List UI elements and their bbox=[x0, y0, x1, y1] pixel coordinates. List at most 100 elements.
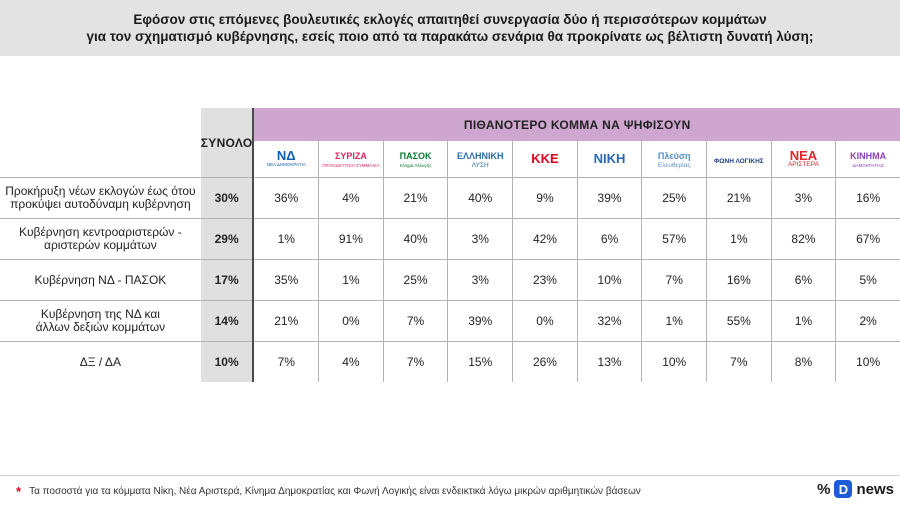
party-logo-subtext: ΑΡΙΣΤΕΡΑ bbox=[787, 161, 819, 168]
total-value: 30% bbox=[200, 177, 255, 219]
foni-logikis-logo-icon: ΦΩΝΗ ΛΟΓΙΚΗΣ bbox=[714, 157, 764, 166]
pasok-logo-icon: ΠΑΣΟΚ Κίνημα Αλλαγής bbox=[400, 152, 432, 170]
party-value-cell: 91% bbox=[318, 218, 384, 260]
party-value-cell: 7% bbox=[382, 300, 448, 342]
party-logo-subtext: ΔΗΜΟΚΡΑΤΙΑΣ bbox=[852, 163, 884, 168]
title-line-2: για τον σχηματισμό κυβέρνησης, εσείς ποι… bbox=[86, 29, 814, 44]
party-value-cell: 21% bbox=[253, 300, 319, 342]
party-value-cell: 55% bbox=[706, 300, 772, 342]
party-logo-subtext: ΠΡΟΟΔΕΥΤΙΚΗ ΣΥΜΜΑΧΙΑ bbox=[322, 163, 380, 168]
footer-divider bbox=[0, 475, 900, 476]
party-value-cell: 21% bbox=[382, 177, 448, 219]
party-value-cell: 42% bbox=[512, 218, 578, 260]
party-logo-row: ΝΔ ΝΕΑ ΔΗΜΟΚΡΑΤΙΑ ΣΥΡΙΖΑ ΠΡΟΟΔΕΥΤΙΚΗ ΣΥΜΜΑΧ… bbox=[0, 141, 900, 178]
footnote-text: Τα ποσοστά για τα κόμματα Νίκη, Νέα Αρισ… bbox=[29, 486, 641, 497]
party-value-cell: 21% bbox=[706, 177, 772, 219]
party-value-cell: 25% bbox=[382, 259, 448, 301]
party-value-cell: 67% bbox=[835, 218, 900, 260]
row-category-label: ΔΞ / ΔΑ bbox=[0, 342, 201, 383]
plefsi-logo-icon: Πλεύση Ελευθερίας bbox=[658, 152, 691, 170]
syriza-logo-icon: ΣΥΡΙΖΑ ΠΡΟΟΔΕΥΤΙΚΗ ΣΥΜΜΑΧΙΑ bbox=[322, 152, 379, 170]
party-logo-text: ΝΕΑ bbox=[789, 148, 818, 163]
party-logo-cell: ΝΔ ΝΕΑ ΔΗΜΟΚΡΑΤΙΑ bbox=[253, 141, 318, 178]
party-value-cell: 15% bbox=[447, 341, 513, 382]
party-value-cell: 16% bbox=[706, 259, 772, 301]
category-label-line: προκύψει αυτοδύναμη κυβέρνηση bbox=[10, 197, 191, 211]
party-logo-text: ΣΥΡΙΖΑ bbox=[334, 151, 367, 161]
table-row: Κυβέρνηση ΝΔ - ΠΑΣΟΚ 17% 35% 1% 25% 3% 23% 10% 7… bbox=[0, 259, 900, 301]
party-logo-subtext: ΛΥΣΗ bbox=[471, 162, 489, 169]
party-logo-text: ΚΙΝΗΜΑ bbox=[850, 151, 887, 161]
party-value-cell: 16% bbox=[835, 177, 900, 219]
category-label-line: Κυβέρνηση ΝΔ - ΠΑΣΟΚ bbox=[34, 272, 167, 287]
kinima-dimokratias-logo-icon: ΚΙΝΗΜΑ ΔΗΜΟΚΡΑΤΙΑΣ bbox=[850, 152, 886, 170]
table-row: ΔΞ / ΔΑ 10% 7% 4% 7% 15% 26% 13% 10% 7% 8% 10% bbox=[0, 341, 900, 383]
party-logo-text: ΝΙΚΗ bbox=[593, 151, 626, 166]
party-logo-cell: ΚΙΝΗΜΑ ΔΗΜΟΚΡΑΤΙΑΣ bbox=[835, 141, 900, 178]
party-logo-cell: ΕΛΛΗΝΙΚΗ ΛΥΣΗ bbox=[447, 141, 513, 178]
party-value-cell: 1% bbox=[641, 300, 707, 342]
table-row: Προκήρυξη νέων εκλογών έως ότου προκύψει … bbox=[0, 177, 900, 219]
party-value-cell: 13% bbox=[576, 341, 642, 382]
party-value-cell: 1% bbox=[253, 218, 319, 260]
category-label-line: αριστερών κομμάτων bbox=[44, 238, 157, 252]
brand-percent-glyph: % bbox=[817, 480, 831, 498]
party-value-cell: 2% bbox=[835, 300, 900, 342]
party-value-cell: 36% bbox=[253, 177, 319, 219]
row-category-label: Κυβέρνηση ΝΔ - ΠΑΣΟΚ bbox=[0, 259, 201, 301]
nd-logo-icon: ΝΔ ΝΕΑ ΔΗΜΟΚΡΑΤΙΑ bbox=[266, 148, 306, 169]
party-value-cell: 7% bbox=[277, 355, 295, 369]
party-value-cell: 1% bbox=[770, 300, 836, 342]
results-table: ΣΥΝΟΛΟ ΠΙΘΑΝΟΤΕΡΟ ΚΟΜΜΑ ΝΑ ΨΗΦΙΣΟΥΝ ΝΔ ΝΕ… bbox=[0, 108, 900, 382]
party-value-cell: 1% bbox=[318, 259, 384, 301]
party-logo-text: ΠΑΣΟΚ bbox=[399, 151, 432, 161]
category-label-line: ΔΞ / ΔΑ bbox=[79, 354, 121, 369]
row-category-label: Κυβέρνηση της ΝΔ και άλλων δεξιών κομμάτω… bbox=[0, 300, 201, 342]
party-value-cell: 3% bbox=[447, 259, 513, 301]
title-bar: Εφόσον στις επόμενες βουλευτικές εκλογές… bbox=[0, 0, 900, 56]
party-logo-subtext: Ελευθερίας bbox=[657, 162, 691, 169]
row-category-label: Κυβέρνηση κεντροαριστερών - αριστερών κομ… bbox=[0, 218, 201, 260]
party-value-cell: 9% bbox=[512, 177, 578, 219]
kke-logo-icon: ΚΚΕ bbox=[531, 151, 559, 166]
party-value-cell: 6% bbox=[770, 259, 836, 301]
party-value-cell: 10% bbox=[641, 341, 707, 382]
party-logo-text: ΚΚΕ bbox=[531, 151, 559, 166]
category-label-line: Προκήρυξη νέων εκλογών έως ότου bbox=[5, 184, 196, 198]
party-value-cell: 39% bbox=[576, 177, 642, 219]
party-logo-text: ΝΔ bbox=[276, 148, 296, 163]
party-logo-cell: ΚΚΕ bbox=[512, 141, 578, 178]
elliniki-lysi-logo-icon: ΕΛΛΗΝΙΚΗ ΛΥΣΗ bbox=[457, 152, 504, 170]
party-value-cell: 1% bbox=[706, 218, 772, 260]
category-label-line: Κυβέρνηση κεντροαριστερών - bbox=[18, 225, 182, 239]
party-value-cell: 40% bbox=[382, 218, 448, 260]
party-value-cell: 4% bbox=[318, 177, 384, 219]
party-value-cell: 4% bbox=[318, 341, 384, 382]
total-header: ΣΥΝΟΛΟ bbox=[200, 108, 255, 178]
party-logo-subtext: Κίνημα Αλλαγής bbox=[399, 163, 432, 168]
party-logo-cell: ΝΕΑ ΑΡΙΣΤΕΡΑ bbox=[770, 141, 836, 178]
party-value-cell: 0% bbox=[318, 300, 384, 342]
brand-news-text: news bbox=[856, 480, 894, 498]
party-logo-subtext: ΝΕΑ ΔΗΜΟΚΡΑΤΙΑ bbox=[266, 162, 306, 167]
footnote: * Τα ποσοστά για τα κόμματα Νίκη, Νέα Αρι… bbox=[16, 484, 641, 499]
dnews-logo: % D news bbox=[817, 480, 894, 498]
total-value: 14% bbox=[200, 300, 255, 342]
party-value-cell: 23% bbox=[512, 259, 578, 301]
party-value-cell: 0% bbox=[512, 300, 578, 342]
party-value-cell: 5% bbox=[835, 259, 900, 301]
row-category-label: Προκήρυξη νέων εκλογών έως ότου προκύψει … bbox=[0, 177, 201, 219]
category-label-line: Κυβέρνηση της ΝΔ και bbox=[40, 307, 160, 321]
party-logo-cell: ΠΑΣΟΚ Κίνημα Αλλαγής bbox=[382, 141, 448, 178]
table-body: Προκήρυξη νέων εκλογών έως ότου προκύψει … bbox=[0, 177, 900, 383]
party-logo-cell: ΣΥΡΙΖΑ ΠΡΟΟΔΕΥΤΙΚΗ ΣΥΜΜΑΧΙΑ bbox=[318, 141, 384, 178]
category-header-blank bbox=[0, 108, 201, 178]
party-logo-text: Πλεύση bbox=[657, 151, 691, 161]
niki-logo-icon: ΝΙΚΗ bbox=[593, 151, 626, 166]
total-value: 10% bbox=[200, 341, 255, 382]
nea-aristera-logo-icon: ΝΕΑ ΑΡΙΣΤΕΡΑ bbox=[787, 148, 819, 169]
party-value-cell: 7% bbox=[706, 341, 772, 382]
table-row: Κυβέρνηση κεντροαριστερών - αριστερών κομ… bbox=[0, 218, 900, 260]
party-value-cell: 32% bbox=[576, 300, 642, 342]
party-value-cell: 3% bbox=[770, 177, 836, 219]
